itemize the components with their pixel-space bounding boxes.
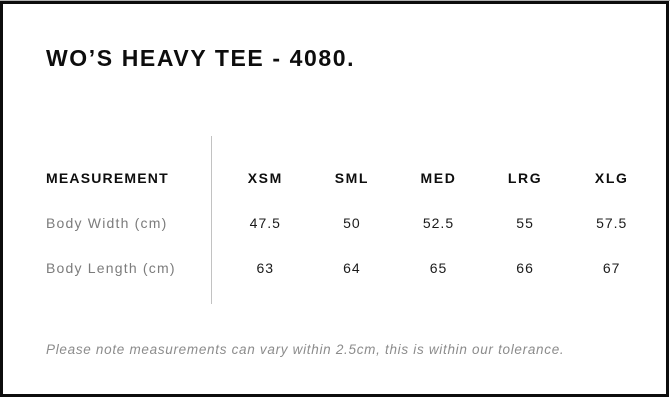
- cell-body-length-xsm: 63: [256, 259, 275, 276]
- cell-body-width-sml: 50: [343, 214, 361, 231]
- cell-body-length-lrg: 66: [516, 259, 534, 276]
- table-column-divider: [211, 136, 212, 304]
- tolerance-note: Please note measurements can vary within…: [46, 342, 565, 357]
- cell-body-width-lrg: 55: [516, 214, 534, 231]
- top-edge-line: [0, 0, 670, 1]
- cell-body-length-sml: 64: [343, 259, 361, 276]
- column-header-xsm: XSM: [247, 169, 283, 186]
- cell-body-width-med: 52.5: [422, 214, 455, 231]
- column-header-med: MED: [420, 169, 457, 186]
- cell-body-length-med: 65: [429, 259, 448, 276]
- row-label-body-length: Body Length (cm): [46, 259, 176, 276]
- size-chart-table: MEASUREMENT XSM SML MED LRG XLG Body Wid…: [46, 155, 655, 290]
- column-header-xlg: XLG: [594, 169, 629, 186]
- cell-body-width-xsm: 47.5: [249, 214, 281, 231]
- cell-body-length-xlg: 67: [602, 259, 621, 276]
- page-title: WO’S HEAVY TEE - 4080.: [46, 45, 356, 71]
- row-label-body-width: Body Width (cm): [46, 214, 168, 231]
- column-header-measurement: MEASUREMENT: [46, 169, 169, 186]
- column-header-lrg: LRG: [507, 169, 543, 186]
- cell-body-width-xlg: 57.5: [596, 214, 628, 231]
- column-header-sml: SML: [334, 169, 370, 186]
